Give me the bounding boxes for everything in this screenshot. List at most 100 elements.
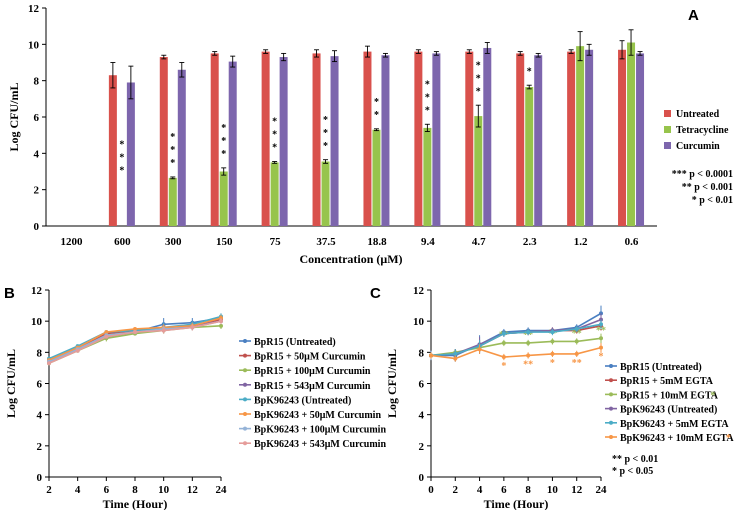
significance-stars: ** <box>596 325 606 336</box>
y-tick-label: 4 <box>419 410 425 422</box>
bar <box>270 162 279 226</box>
y-tick-label: 8 <box>37 347 43 359</box>
x-tick-label: 6 <box>104 484 110 496</box>
significance-stars: * <box>501 361 506 372</box>
x-tick-label: 300 <box>165 236 182 248</box>
pvalue-note: * p < 0.01 <box>692 195 733 206</box>
data-point <box>526 340 531 345</box>
data-point <box>526 330 531 335</box>
x-tick-label: 1.2 <box>574 236 588 248</box>
significance-stars: * * * <box>323 115 328 152</box>
significance-star: * <box>323 141 328 152</box>
x-axis-label: Time (Hour) <box>103 497 168 510</box>
significance-stars: ** <box>523 359 533 370</box>
bar <box>363 51 372 226</box>
x-tick-label: 18.8 <box>367 236 387 248</box>
bar <box>576 46 585 227</box>
bar <box>330 56 339 227</box>
legend-marker <box>243 412 247 416</box>
x-tick-label: 600 <box>114 236 131 248</box>
data-point <box>453 356 458 361</box>
bar <box>567 51 576 226</box>
x-tick-label: 1200 <box>60 236 83 248</box>
bar <box>585 49 594 227</box>
y-tick-label: 4 <box>37 410 43 422</box>
y-axis-label: Log CFU/mL <box>385 349 399 418</box>
data-point <box>599 345 603 350</box>
x-tick-label: 24 <box>216 484 228 496</box>
series-line <box>48 317 222 361</box>
significance-star: * <box>425 92 430 103</box>
legend-marker <box>609 392 613 397</box>
significance-star: * <box>476 60 481 71</box>
data-point <box>501 340 506 345</box>
bar <box>168 177 177 226</box>
data-point <box>104 330 109 335</box>
significance-star: * <box>119 139 124 150</box>
legend-label: BpR15 (Untreated) <box>620 362 702 373</box>
y-tick-label: 0 <box>34 221 40 233</box>
significance-stars: * <box>550 358 555 369</box>
x-tick-label: 4 <box>477 484 483 496</box>
x-tick-label: 2 <box>453 484 459 496</box>
legend-label: BpK96243 + 5mM EGTA <box>620 419 729 430</box>
significance-star: * <box>323 128 328 139</box>
legend-label: BpK96243 + 543μM Curcumin <box>254 439 386 450</box>
bar <box>465 51 474 226</box>
bar <box>159 57 168 226</box>
significance-star: * <box>476 73 481 84</box>
y-tick-label: 12 <box>413 285 425 297</box>
bar <box>483 47 492 226</box>
legend-marker <box>609 435 613 439</box>
significance-star: * <box>221 123 226 134</box>
legend-label: BpR15 (Untreated) <box>254 337 336 348</box>
x-tick-label: 0 <box>428 484 434 496</box>
bar <box>210 53 219 226</box>
x-tick-label: 75 <box>270 236 282 248</box>
data-point <box>190 325 195 330</box>
significance-stars: * <box>599 352 604 363</box>
y-tick-label: 4 <box>34 148 40 160</box>
series-line <box>430 346 602 360</box>
legend-marker <box>243 339 247 343</box>
bar <box>219 171 228 226</box>
significance-star: * <box>272 117 277 128</box>
significance-star: * <box>170 158 175 169</box>
data-point <box>219 319 223 324</box>
bar <box>312 53 321 226</box>
y-tick-label: 8 <box>34 76 40 88</box>
y-tick-label: 6 <box>34 112 40 124</box>
bar <box>372 129 381 226</box>
legend-label: BpR15 + 100μM Curcumin <box>254 366 371 377</box>
data-point <box>501 355 506 360</box>
legend-label: BpR15 + 543μM Curcumin <box>254 381 371 392</box>
legend-swatch <box>664 110 671 117</box>
x-tick-label: 0.6 <box>625 236 639 248</box>
legend-label: BpR15 + 10mM EGTA <box>620 390 719 401</box>
bar <box>474 116 483 226</box>
bar <box>627 42 636 227</box>
data-point <box>574 326 579 331</box>
x-tick-label: 10 <box>158 484 170 496</box>
series-line <box>431 312 602 357</box>
significance-stars: * <box>527 66 532 77</box>
bar <box>228 61 237 226</box>
data-point <box>550 351 555 356</box>
data-point <box>550 339 555 344</box>
significance-stars: * * * <box>170 132 175 169</box>
data-point <box>574 339 579 344</box>
x-tick-label: 4.7 <box>472 236 486 248</box>
legend-marker <box>243 353 247 358</box>
data-point <box>219 323 223 328</box>
x-tick-label: 2.3 <box>523 236 537 248</box>
significance-star: * <box>374 97 379 108</box>
legend-marker <box>243 426 247 431</box>
y-tick-label: 6 <box>37 379 43 391</box>
significance-star: * <box>374 110 379 121</box>
pvalue-note: * p < 0.05 <box>612 466 653 477</box>
bar <box>108 75 117 226</box>
significance-star: * <box>323 115 328 126</box>
panel-a-label: A <box>688 7 699 24</box>
y-tick-label: 12 <box>31 285 43 297</box>
